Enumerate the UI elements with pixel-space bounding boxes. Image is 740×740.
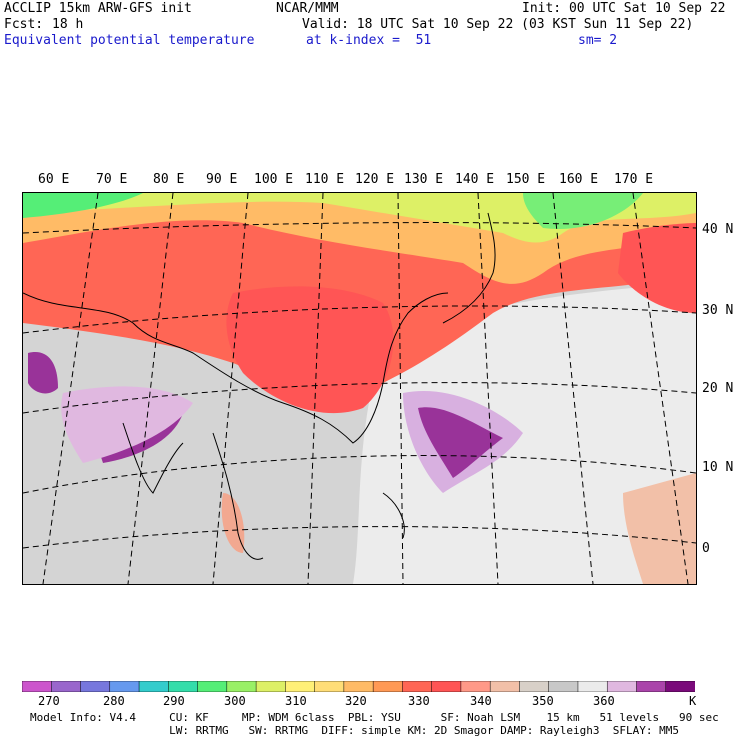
colorbar-label-350: 350 xyxy=(532,694,554,708)
lon-label-90e: 90 E xyxy=(206,172,238,187)
lon-label-110e: 110 E xyxy=(305,172,345,187)
colorbar-label-340: 340 xyxy=(470,694,492,708)
colorbar-label-300: 300 xyxy=(224,694,246,708)
gridline-lon-70e xyxy=(42,193,99,584)
colorbar-label-290: 290 xyxy=(163,694,185,708)
colorbar-swatch xyxy=(460,681,491,692)
colorbar-swatch xyxy=(80,681,111,692)
field-region-violet-india xyxy=(61,386,194,463)
colorbar-swatch xyxy=(51,681,82,692)
colorbar-label-330: 330 xyxy=(408,694,430,708)
lat-label-20n: 20 N xyxy=(702,381,734,396)
init-time: Init: 00 UTC Sat 10 Sep 22 xyxy=(522,1,726,16)
coastline-japan xyxy=(442,212,496,324)
lon-label-120e: 120 E xyxy=(355,172,395,187)
coastline-philippines xyxy=(382,492,405,539)
colorbar-label-270: 270 xyxy=(38,694,60,708)
field-region-purple-arabian xyxy=(28,352,58,394)
model-title: ACCLIP 15km ARW-GFS init xyxy=(4,1,192,16)
colorbar-swatch xyxy=(372,681,404,692)
lon-label-80e: 80 E xyxy=(153,172,185,187)
lon-label-150e: 150 E xyxy=(506,172,546,187)
colorbar-swatch xyxy=(431,681,462,692)
level-label: at k-index = 51 xyxy=(306,33,432,48)
gridline-lon-130e xyxy=(552,193,594,584)
colorbar-unit: K xyxy=(689,694,697,708)
coastline-indochina xyxy=(212,432,264,560)
valid-time: Valid: 18 UTC Sat 10 Sep 22 (03 KST Sun … xyxy=(302,17,694,32)
field-region-pacific-warm xyxy=(618,223,696,313)
colorbar-swatch xyxy=(168,681,199,692)
colorbar-swatch xyxy=(314,681,345,692)
field-name: Equivalent potential temperature xyxy=(4,33,255,48)
colorbar-label-280: 280 xyxy=(103,694,125,708)
gridline-lon-100e xyxy=(307,193,324,584)
coastline-india xyxy=(122,422,184,494)
lat-label-10n: 10 N xyxy=(702,460,734,475)
field-region-green-east xyxy=(523,193,643,229)
map-panel xyxy=(22,192,697,585)
graticule xyxy=(23,193,696,584)
gridline-lat-10n xyxy=(23,455,696,494)
field-region-malaysia xyxy=(221,493,245,553)
colorbar-swatch xyxy=(138,681,170,692)
field-region-purple-west-pacific xyxy=(418,407,503,478)
colorbar-label-320: 320 xyxy=(345,694,367,708)
gridline-lon-110e xyxy=(397,193,404,584)
lat-label-0: 0 xyxy=(702,541,710,556)
colorbar-swatch xyxy=(402,681,433,692)
footer-physics-info: LW: RRTMG SW: RRTMG DIFF: simple KM: 2D … xyxy=(30,724,680,737)
colorbar xyxy=(22,681,695,692)
colorbar-label-360: 360 xyxy=(593,694,615,708)
colorbar-swatch xyxy=(519,681,550,692)
lon-label-160e: 160 E xyxy=(559,172,599,187)
forecast-hours: 18 h xyxy=(52,17,84,32)
colorbar-swatch xyxy=(197,681,228,692)
colorbar-label-310: 310 xyxy=(285,694,307,708)
lon-label-130e: 130 E xyxy=(404,172,444,187)
lon-label-60e: 60 E xyxy=(38,172,70,187)
gridline-lon-90e xyxy=(212,193,249,584)
colorbar-swatch xyxy=(109,681,140,692)
coastline-asia xyxy=(23,292,449,444)
field-region-southeast xyxy=(623,473,696,584)
gridline-lon-140e xyxy=(632,193,689,584)
colorbar-swatch xyxy=(226,681,257,692)
colorbar-swatch xyxy=(548,681,579,692)
org-label: NCAR/MMM xyxy=(276,1,339,16)
lon-label-170e: 170 E xyxy=(614,172,654,187)
gridline-lon-80e xyxy=(127,193,174,584)
colorbar-swatch xyxy=(665,681,695,692)
colorbar-swatch xyxy=(577,681,608,692)
forecast-label: Fcst: xyxy=(4,17,44,32)
lat-label-40n: 40 N xyxy=(702,222,734,237)
colorbar-swatch xyxy=(22,681,53,692)
smoothing-label: sm= 2 xyxy=(578,33,618,48)
map-canvas xyxy=(23,193,696,584)
colorbar-swatch xyxy=(489,681,521,692)
gridline-lon-120e xyxy=(477,193,499,584)
lon-label-140e: 140 E xyxy=(455,172,495,187)
colorbar-swatch xyxy=(285,681,316,692)
lon-label-70e: 70 E xyxy=(96,172,128,187)
colorbar-swatch xyxy=(636,681,667,692)
lat-label-30n: 30 N xyxy=(702,303,734,318)
footer-model-info: Model Info: V4.4 CU: KF MP: WDM 6class P… xyxy=(30,711,719,724)
colorbar-swatch xyxy=(343,681,374,692)
field-region-green-west xyxy=(23,193,143,218)
lon-label-100e: 100 E xyxy=(254,172,294,187)
colorbar-swatch xyxy=(606,681,638,692)
colorbar-swatch xyxy=(255,681,287,692)
field-region-ocean xyxy=(353,283,696,584)
field-region-china xyxy=(226,286,394,414)
